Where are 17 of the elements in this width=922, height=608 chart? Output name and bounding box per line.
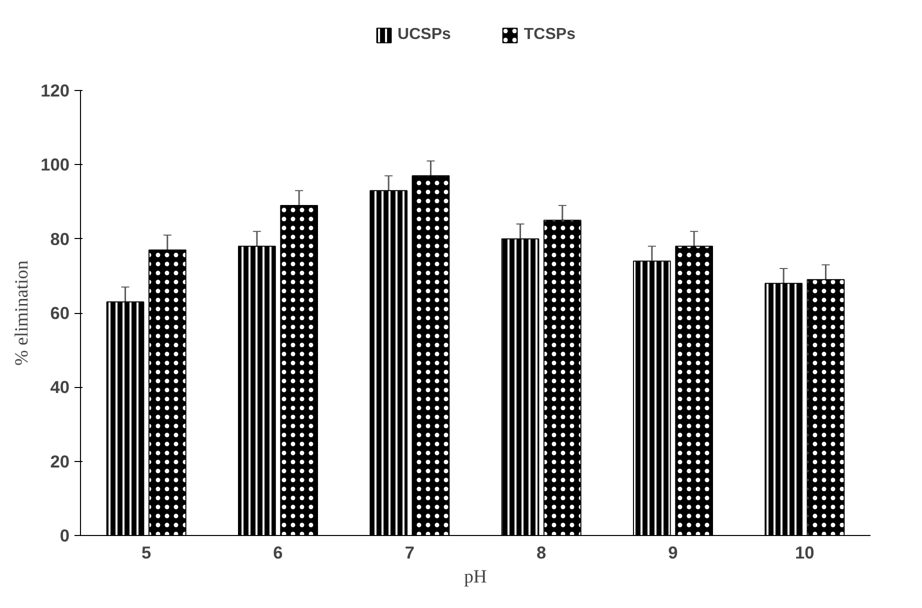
x-tick-label: 9 [668, 542, 678, 562]
y-tick-label: 100 [40, 154, 70, 175]
x-tick-label: 6 [273, 542, 284, 562]
x-tick-label: 8 [536, 542, 547, 562]
legend-label: TCSPs [524, 26, 576, 44]
y-tick-label: 80 [50, 228, 70, 249]
x-axis-title: pH [464, 566, 487, 588]
y-tick-label: 20 [50, 451, 70, 472]
legend-label: UCSPs [398, 26, 451, 44]
x-tick-label: 7 [404, 542, 414, 562]
x-tick-label: 10 [795, 542, 814, 562]
y-tick-label: 120 [40, 80, 70, 100]
x-tick-label: 5 [142, 542, 152, 562]
y-tick-label: 60 [50, 303, 70, 323]
y-tick-label: 40 [50, 377, 70, 398]
y-axis-title: % elimination [12, 260, 33, 366]
y-tick-label: 0 [60, 526, 70, 546]
